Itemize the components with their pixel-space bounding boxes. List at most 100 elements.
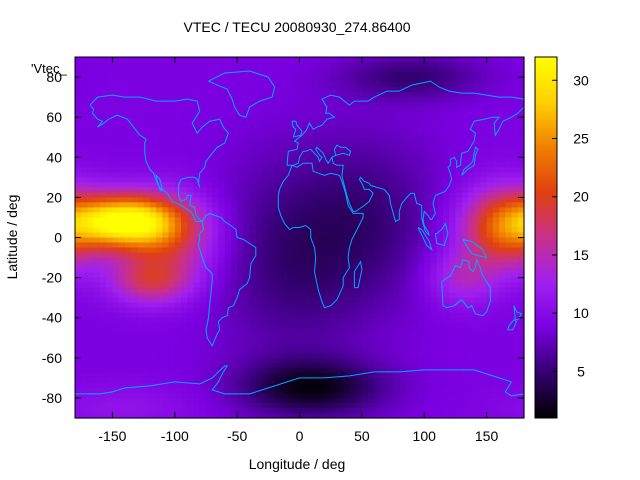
heatmap-cell xyxy=(349,82,357,88)
heatmap-cell xyxy=(311,102,319,108)
heatmap-cell xyxy=(324,257,332,264)
heatmap-cell xyxy=(492,197,500,203)
heatmap-cell xyxy=(230,372,238,379)
heatmap-cell xyxy=(168,287,176,294)
heatmap-cell xyxy=(193,137,201,143)
heatmap-cell xyxy=(442,397,450,404)
heatmap-cell xyxy=(143,367,151,374)
heatmap-cell xyxy=(318,232,326,239)
heatmap-cell xyxy=(187,387,195,394)
heatmap-cell xyxy=(361,212,369,219)
heatmap-cell xyxy=(187,272,195,279)
heatmap-cell xyxy=(75,252,82,259)
heatmap-cell xyxy=(280,327,288,334)
heatmap-cell xyxy=(106,392,114,399)
heatmap-cell xyxy=(361,322,369,329)
heatmap-cell xyxy=(330,177,338,183)
heatmap-cell xyxy=(499,97,506,103)
heatmap-cell xyxy=(405,307,413,314)
heatmap-cell xyxy=(511,237,519,244)
heatmap-cell xyxy=(380,197,388,203)
heatmap-cell xyxy=(318,57,326,63)
heatmap-cell xyxy=(374,242,382,249)
heatmap-cell xyxy=(411,337,419,344)
heatmap-cell xyxy=(380,367,388,374)
heatmap-cell xyxy=(224,287,232,294)
heatmap-cell xyxy=(205,342,213,349)
heatmap-cell xyxy=(505,207,513,214)
heatmap-cell xyxy=(336,397,344,404)
heatmap-cell xyxy=(511,292,519,299)
heatmap-cell xyxy=(168,342,176,349)
heatmap-cell xyxy=(430,122,438,128)
heatmap-cell xyxy=(343,222,350,229)
heatmap-cell xyxy=(374,62,382,68)
heatmap-cell xyxy=(467,187,475,193)
heatmap-cell xyxy=(361,112,369,118)
heatmap-cell xyxy=(349,387,357,394)
heatmap-cell xyxy=(81,292,89,299)
heatmap-cell xyxy=(162,197,170,203)
heatmap-cell xyxy=(193,352,201,359)
heatmap-cell xyxy=(124,122,132,128)
heatmap-cell xyxy=(380,72,388,78)
heatmap-cell xyxy=(355,337,363,344)
heatmap-cell xyxy=(212,297,220,304)
heatmap-cell xyxy=(205,177,213,183)
heatmap-cell xyxy=(368,287,375,294)
heatmap-cell xyxy=(255,317,263,324)
heatmap-cell xyxy=(75,372,82,379)
heatmap-cell xyxy=(492,107,500,113)
heatmap-cell xyxy=(449,247,457,254)
heatmap-cell xyxy=(268,162,276,168)
heatmap-cell xyxy=(311,97,319,103)
heatmap-cell xyxy=(106,357,114,364)
heatmap-cell xyxy=(280,332,288,339)
heatmap-cell xyxy=(131,137,138,143)
heatmap-cell xyxy=(224,107,232,113)
heatmap-cell xyxy=(87,387,95,394)
heatmap-cell xyxy=(411,332,419,339)
heatmap-cell xyxy=(436,347,444,354)
heatmap-cell xyxy=(424,357,432,364)
heatmap-cell xyxy=(480,77,488,83)
heatmap-cell xyxy=(199,202,207,209)
heatmap-cell xyxy=(343,382,350,389)
heatmap-cell xyxy=(268,217,276,224)
heatmap-cell xyxy=(474,282,481,289)
heatmap-cell xyxy=(255,322,263,329)
heatmap-cell xyxy=(156,362,163,369)
heatmap-cell xyxy=(405,82,413,88)
heatmap-cell xyxy=(287,82,294,88)
heatmap-cell xyxy=(193,247,201,254)
heatmap-cell xyxy=(380,347,388,354)
heatmap-cell xyxy=(417,237,425,244)
heatmap-cell xyxy=(287,57,294,63)
heatmap-cell xyxy=(336,97,344,103)
heatmap-cell xyxy=(168,72,176,78)
heatmap-cell xyxy=(143,162,151,168)
heatmap-cell xyxy=(305,287,313,294)
heatmap-cell xyxy=(299,317,307,324)
heatmap-cell xyxy=(449,242,457,249)
heatmap-cell xyxy=(442,152,450,158)
heatmap-cell xyxy=(118,217,126,224)
heatmap-cell xyxy=(461,157,469,163)
heatmap-cell xyxy=(424,217,432,224)
heatmap-cell xyxy=(499,297,506,304)
heatmap-cell xyxy=(174,142,182,148)
heatmap-cell xyxy=(430,327,438,334)
heatmap-cell xyxy=(511,167,519,173)
heatmap-cell xyxy=(205,182,213,188)
heatmap-cell xyxy=(305,337,313,344)
heatmap-cell xyxy=(361,127,369,133)
heatmap-cell xyxy=(336,62,344,68)
heatmap-cell xyxy=(505,112,513,118)
heatmap-cell xyxy=(75,112,82,118)
heatmap-cell xyxy=(249,307,257,314)
heatmap-cell xyxy=(405,232,413,239)
heatmap-cell xyxy=(380,147,388,153)
heatmap-cell xyxy=(162,397,170,404)
heatmap-cell xyxy=(405,252,413,259)
heatmap-cell xyxy=(461,312,469,319)
